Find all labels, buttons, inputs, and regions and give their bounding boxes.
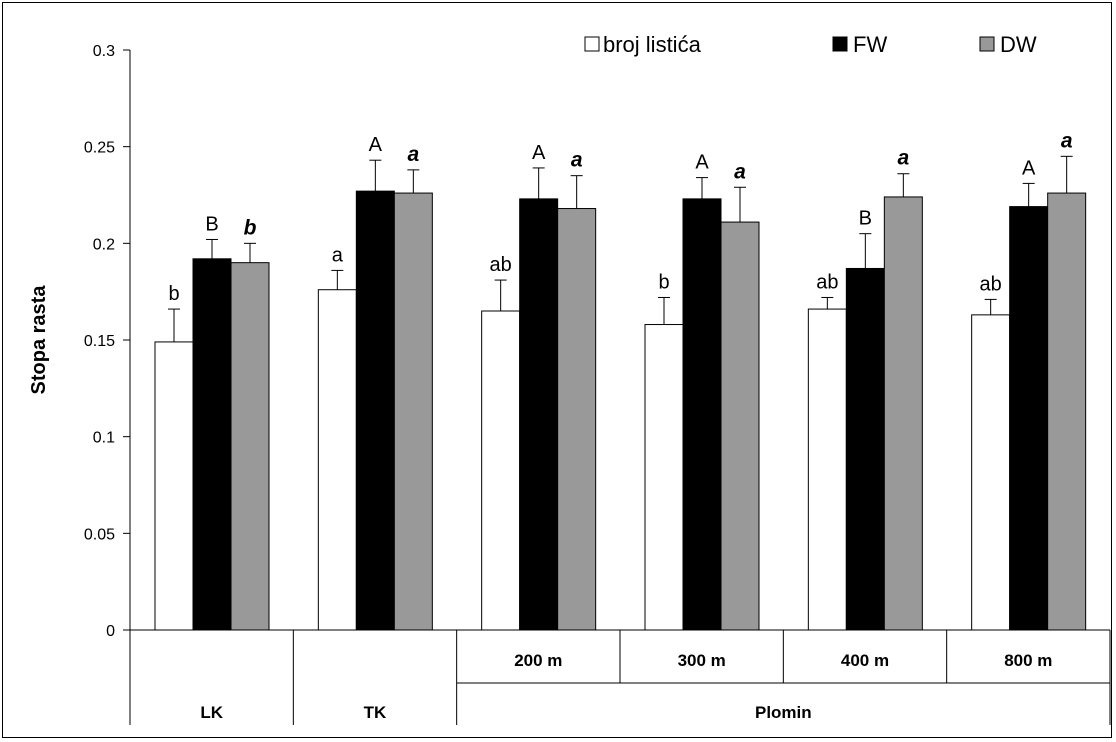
- bar-broj-listica: [971, 314, 1011, 631]
- significance-letter: b: [244, 216, 257, 239]
- significance-letter: a: [332, 244, 344, 266]
- bar-broj-listica: [807, 308, 847, 631]
- significance-letter: A: [532, 142, 546, 164]
- x-tick-label: 400 m: [841, 651, 889, 670]
- x-tick-label: 200 m: [514, 651, 562, 670]
- x-tick-label: 800 m: [1004, 651, 1052, 670]
- significance-letter: ab: [980, 273, 1002, 295]
- legend-label: broj listića: [603, 32, 702, 57]
- significance-letter: B: [205, 213, 218, 235]
- y-tick-label: 0.05: [84, 526, 115, 543]
- bar-fw: [682, 198, 722, 631]
- x-group-label: TK: [364, 703, 387, 722]
- significance-letter: a: [571, 149, 583, 172]
- bar-broj-listica: [154, 341, 194, 631]
- legend-label: DW: [1000, 32, 1037, 57]
- significance-letter: b: [658, 271, 669, 293]
- x-group-label: LK: [200, 703, 223, 722]
- y-tick-label: 0.2: [93, 236, 115, 253]
- significance-letter: ab: [490, 254, 512, 276]
- significance-letter: A: [369, 134, 383, 156]
- significance-letter: a: [734, 160, 746, 183]
- bar-dw: [720, 221, 760, 631]
- bar-fw: [355, 190, 395, 631]
- legend-swatch-dw: [979, 36, 995, 52]
- y-tick-label: 0.25: [84, 140, 115, 157]
- significance-letter: b: [168, 283, 179, 305]
- significance-letter: A: [1022, 157, 1036, 179]
- legend-swatch-broj-listica: [584, 36, 600, 52]
- significance-letter: a: [897, 147, 909, 170]
- legend-label: FW: [853, 32, 887, 57]
- y-tick-label: 0: [106, 623, 115, 640]
- bar-broj-listica: [644, 324, 684, 631]
- bar-dw: [230, 262, 270, 631]
- bar-fw: [1009, 206, 1049, 631]
- bar-dw: [557, 208, 597, 631]
- bar-dw: [393, 192, 433, 631]
- significance-letter: a: [407, 143, 419, 166]
- y-tick-label: 0.1: [93, 430, 115, 447]
- bar-fw: [845, 267, 885, 631]
- x-tick-label: 300 m: [678, 651, 726, 670]
- y-tick-label: 0.3: [93, 43, 115, 60]
- y-tick-label: 0.15: [84, 333, 115, 350]
- significance-letter: A: [695, 152, 709, 174]
- significance-letter: ab: [816, 271, 838, 293]
- significance-letter: B: [859, 208, 872, 230]
- significance-letter: a: [1061, 129, 1073, 152]
- y-axis-label: Stopa rasta: [28, 285, 50, 395]
- x-group-label: Plomin: [755, 703, 812, 722]
- bar-fw: [519, 198, 559, 631]
- legend-swatch-fw: [832, 36, 848, 52]
- bar-broj-listica: [481, 310, 521, 631]
- bar-dw: [1047, 192, 1087, 631]
- bar-dw: [883, 196, 923, 631]
- bar-broj-listica: [317, 289, 357, 631]
- bar-fw: [192, 258, 232, 631]
